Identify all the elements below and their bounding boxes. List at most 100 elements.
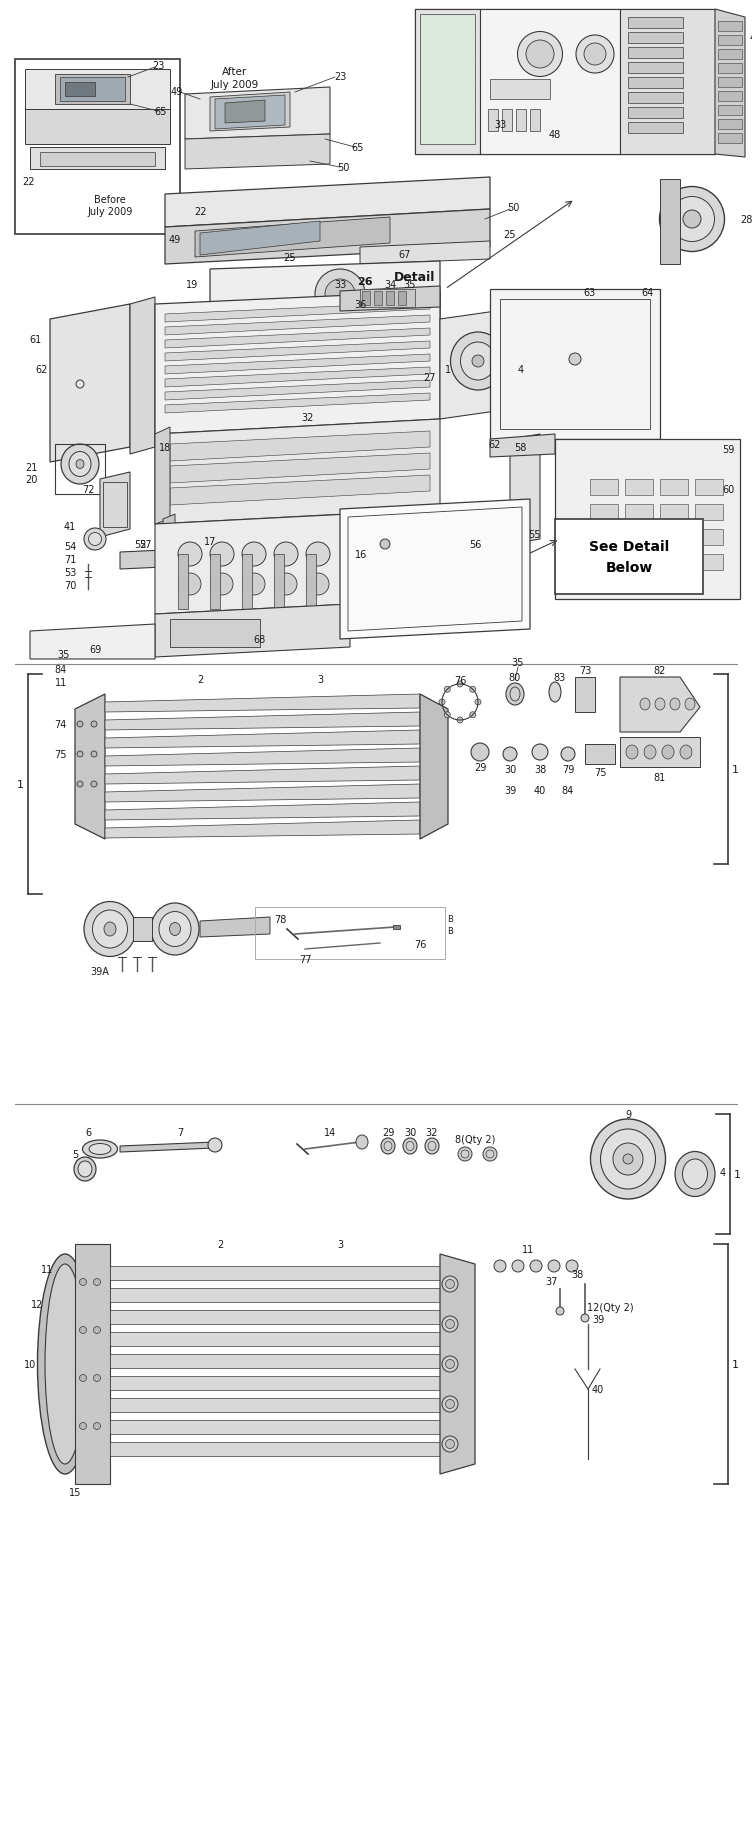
Text: 20: 20 bbox=[26, 475, 38, 484]
Bar bbox=[490, 79, 550, 100]
Ellipse shape bbox=[675, 1151, 715, 1198]
Polygon shape bbox=[120, 1142, 215, 1153]
Ellipse shape bbox=[315, 270, 365, 320]
Text: 32: 32 bbox=[426, 1127, 438, 1137]
Polygon shape bbox=[620, 737, 700, 767]
Ellipse shape bbox=[307, 573, 329, 595]
Text: 11: 11 bbox=[55, 678, 67, 687]
Polygon shape bbox=[105, 767, 420, 785]
Text: 39: 39 bbox=[504, 785, 516, 796]
Ellipse shape bbox=[92, 911, 128, 948]
Text: 47: 47 bbox=[750, 33, 752, 43]
Bar bbox=[718, 35, 742, 46]
Ellipse shape bbox=[471, 743, 489, 761]
Text: 3: 3 bbox=[337, 1240, 343, 1249]
Bar bbox=[625, 480, 653, 495]
Text: 7: 7 bbox=[177, 1127, 183, 1137]
Polygon shape bbox=[105, 713, 420, 730]
Polygon shape bbox=[210, 262, 440, 327]
Ellipse shape bbox=[530, 1260, 542, 1271]
Text: 35: 35 bbox=[58, 650, 70, 660]
Polygon shape bbox=[40, 153, 155, 166]
Polygon shape bbox=[340, 499, 530, 639]
Ellipse shape bbox=[93, 1375, 101, 1382]
Ellipse shape bbox=[77, 782, 83, 787]
Text: 48: 48 bbox=[549, 129, 561, 140]
Text: 23: 23 bbox=[334, 72, 346, 81]
Text: B: B bbox=[447, 928, 453, 935]
Text: 63: 63 bbox=[584, 288, 596, 298]
Ellipse shape bbox=[644, 745, 656, 760]
Ellipse shape bbox=[80, 1279, 86, 1286]
Polygon shape bbox=[25, 70, 170, 109]
Text: 21: 21 bbox=[26, 462, 38, 473]
Text: 2: 2 bbox=[217, 1240, 223, 1249]
Ellipse shape bbox=[93, 1327, 101, 1334]
Text: 33: 33 bbox=[494, 120, 506, 129]
Ellipse shape bbox=[470, 711, 476, 719]
Text: 5: 5 bbox=[72, 1149, 78, 1159]
Text: 16: 16 bbox=[355, 549, 367, 560]
Ellipse shape bbox=[561, 748, 575, 761]
Text: 84: 84 bbox=[562, 785, 574, 796]
Polygon shape bbox=[155, 419, 440, 525]
Bar bbox=[210, 554, 220, 610]
Polygon shape bbox=[200, 917, 270, 937]
Polygon shape bbox=[110, 1441, 440, 1456]
Bar bbox=[718, 65, 742, 74]
Bar bbox=[590, 480, 618, 495]
Polygon shape bbox=[165, 211, 490, 264]
Ellipse shape bbox=[683, 211, 701, 229]
Text: 3: 3 bbox=[317, 675, 323, 684]
Polygon shape bbox=[105, 695, 420, 713]
Ellipse shape bbox=[590, 1120, 666, 1199]
Text: 4: 4 bbox=[720, 1168, 726, 1177]
Text: 76: 76 bbox=[414, 939, 426, 950]
Polygon shape bbox=[25, 109, 170, 144]
Text: 6: 6 bbox=[85, 1127, 91, 1137]
Text: 36: 36 bbox=[354, 299, 366, 310]
Ellipse shape bbox=[512, 1260, 524, 1271]
Bar bbox=[628, 18, 683, 30]
Text: 12(Qty 2): 12(Qty 2) bbox=[587, 1303, 633, 1312]
Text: 50: 50 bbox=[507, 203, 519, 213]
Text: 57: 57 bbox=[139, 540, 151, 549]
Text: 73: 73 bbox=[579, 665, 591, 676]
Bar bbox=[628, 107, 683, 118]
Ellipse shape bbox=[457, 682, 463, 687]
Bar bbox=[695, 505, 723, 521]
Ellipse shape bbox=[445, 1399, 454, 1408]
Text: 49: 49 bbox=[171, 87, 183, 96]
Ellipse shape bbox=[623, 1155, 633, 1164]
Ellipse shape bbox=[669, 198, 714, 242]
Polygon shape bbox=[210, 92, 290, 131]
Ellipse shape bbox=[470, 687, 476, 693]
Ellipse shape bbox=[159, 913, 191, 946]
Polygon shape bbox=[155, 292, 440, 434]
Text: 25: 25 bbox=[504, 229, 517, 240]
Polygon shape bbox=[440, 1255, 475, 1475]
Text: 11: 11 bbox=[522, 1244, 534, 1255]
Bar bbox=[660, 530, 688, 545]
Ellipse shape bbox=[104, 922, 116, 937]
Text: 39: 39 bbox=[592, 1314, 604, 1325]
Bar bbox=[386, 292, 394, 305]
Ellipse shape bbox=[80, 1375, 86, 1382]
Polygon shape bbox=[620, 678, 700, 732]
Text: 84: 84 bbox=[55, 665, 67, 675]
Polygon shape bbox=[110, 1266, 440, 1281]
Polygon shape bbox=[440, 310, 510, 419]
Ellipse shape bbox=[549, 682, 561, 702]
Text: 39A: 39A bbox=[90, 967, 110, 976]
Bar bbox=[718, 105, 742, 116]
Ellipse shape bbox=[78, 1161, 92, 1177]
Bar bbox=[695, 530, 723, 545]
Ellipse shape bbox=[84, 902, 136, 957]
Text: 12: 12 bbox=[31, 1299, 43, 1308]
Text: 14: 14 bbox=[324, 1127, 336, 1137]
Polygon shape bbox=[30, 625, 155, 660]
Text: 38: 38 bbox=[571, 1270, 583, 1279]
Ellipse shape bbox=[584, 44, 606, 67]
Text: 30: 30 bbox=[504, 765, 516, 774]
Ellipse shape bbox=[503, 748, 517, 761]
